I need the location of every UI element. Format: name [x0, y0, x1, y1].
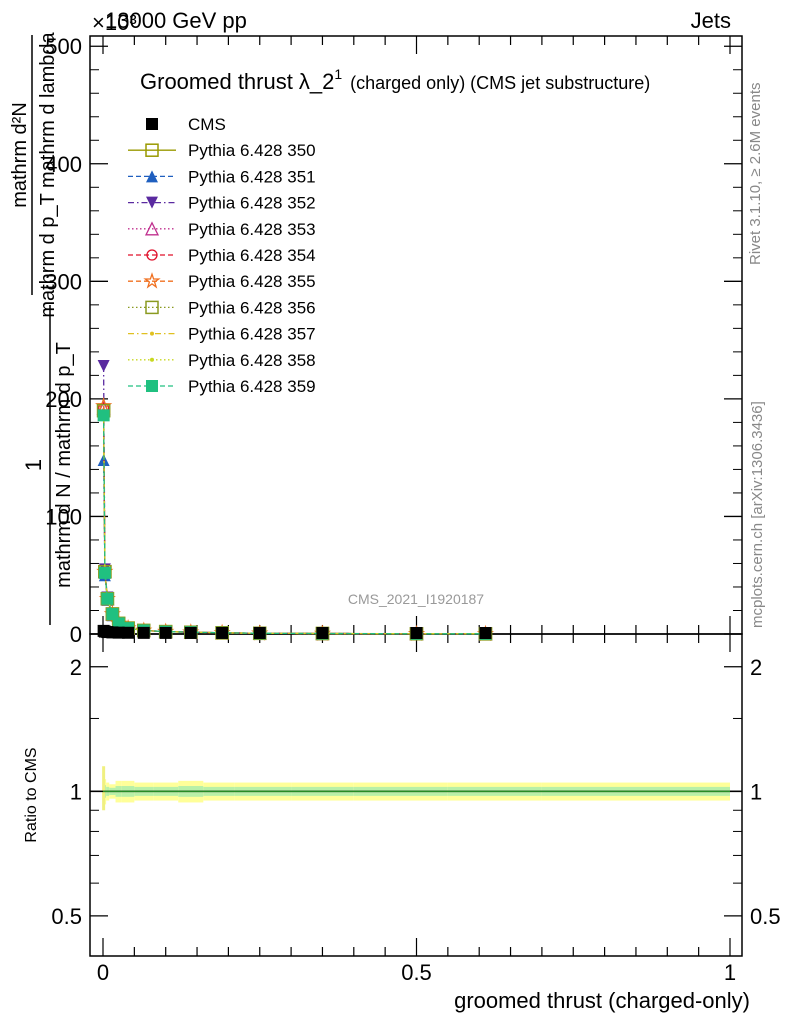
plot-title: Groomed thrust λ_21 (charged only) (CMS je…: [140, 66, 650, 94]
x-tick-label: 0.5: [401, 960, 432, 985]
legend-marker: [144, 221, 160, 236]
cms-data-point: [112, 626, 125, 639]
legend-marker: [145, 300, 159, 315]
main-ytick-label: 0: [70, 622, 82, 647]
exponent-label: ×10³: [92, 10, 137, 35]
data-point: [97, 359, 110, 372]
ratio-ytick-label: 2: [70, 655, 82, 680]
legend-label: Pythia 6.428 351: [188, 167, 316, 186]
data-point: [98, 566, 111, 579]
legend-item: Pythia 6.428 359: [128, 377, 316, 396]
legend-label: Pythia 6.428 354: [188, 246, 316, 265]
cms-data-point: [410, 626, 423, 639]
cms-data-point: [184, 626, 197, 639]
analysis-watermark: CMS_2021_I1920187: [348, 591, 484, 607]
series-layer: [95, 359, 494, 642]
main-ytick-label: 300: [45, 269, 82, 294]
legend-marker: [146, 170, 158, 183]
legend: CMS Pythia 6.428 350 Pythia 6.428 351 Pythi…: [128, 115, 316, 396]
series-line: [102, 459, 486, 635]
legend-marker: [146, 380, 158, 392]
ylabel-numerator: mathrm d²N: [9, 102, 31, 208]
legend-item: Pythia 6.428 357: [128, 325, 316, 344]
cms-data-point: [122, 626, 135, 639]
ratio-ytick-label-right: 1: [750, 779, 762, 804]
energy-label: 13000 GeV pp: [105, 8, 247, 33]
main-axis-ticks: 0 100 200 300 400 500: [45, 34, 742, 647]
ratio-band: [90, 766, 742, 811]
legend-marker: [145, 143, 159, 157]
main-ytick-label: 200: [45, 387, 82, 412]
rivet-version-label: Rivet 3.1.10, ≥ 2.6M events: [747, 83, 764, 266]
legend-label: Pythia 6.428 353: [188, 220, 316, 239]
legend-item: Pythia 6.428 355: [128, 272, 316, 291]
cms-data-point: [253, 626, 266, 639]
main-ytick-label: 500: [45, 34, 82, 59]
cms-data-point: [216, 626, 229, 639]
legend-marker: [146, 118, 158, 130]
legend-marker: [146, 249, 158, 261]
legend-label: Pythia 6.428 352: [188, 194, 316, 213]
category-label: Jets: [691, 8, 731, 33]
legend-item: Pythia 6.428 358: [128, 351, 316, 370]
main-ytick-label: 400: [45, 152, 82, 177]
ylabel-denominator: mathrm d p_T mathrm d lambda: [37, 31, 59, 317]
legend-label: Pythia 6.428 358: [188, 351, 316, 370]
main-ytick-label: 100: [45, 504, 82, 529]
legend-marker: [143, 272, 161, 289]
cms-data-point: [137, 626, 150, 639]
x-axis-label: groomed thrust (charged-only): [454, 988, 750, 1013]
cms-data-point: [159, 626, 172, 639]
ratio-ytick-label: 1: [70, 779, 82, 804]
data-point: [97, 409, 110, 422]
cms-data-point: [316, 626, 329, 639]
legend-marker: [150, 331, 154, 336]
legend-item: Pythia 6.428 350: [128, 141, 316, 160]
legend-item: Pythia 6.428 353: [128, 220, 316, 239]
ylabel-prefix-numerator: 1: [21, 459, 46, 471]
legend-item: Pythia 6.428 352: [128, 194, 316, 213]
data-point: [106, 608, 119, 621]
legend-label: Pythia 6.428 359: [188, 377, 316, 396]
mcplots-label: mcplots.cern.ch [arXiv:1306.3436]: [749, 401, 766, 628]
main-ylabel: 1 mathrm d N / mathrm d p_T mathrm d²N m…: [9, 31, 75, 625]
ratio-ytick-label: 0.5: [51, 904, 82, 929]
series-351: [97, 454, 492, 640]
ylabel-prefix-denominator: mathrm d N / mathrm d p_T: [53, 342, 75, 588]
data-point: [101, 592, 114, 605]
legend-label: CMS: [188, 115, 226, 134]
data-point: [95, 396, 113, 414]
x-tick-label: 1: [724, 960, 736, 985]
legend-item: Pythia 6.428 356: [128, 298, 316, 317]
legend-label: Pythia 6.428 357: [188, 325, 316, 344]
legend-label: Pythia 6.428 355: [188, 272, 316, 291]
series-cms: [97, 624, 492, 639]
ratio-ytick-label-right: 2: [750, 655, 762, 680]
ratio-ytick-label-right: 0.5: [750, 904, 781, 929]
cms-data-point: [479, 626, 492, 639]
x-tick-label: 0: [97, 960, 109, 985]
legend-item: Pythia 6.428 351: [128, 167, 316, 186]
legend-marker: [146, 196, 158, 209]
legend-marker: [150, 357, 154, 362]
legend-item: Pythia 6.428 354: [128, 246, 316, 265]
legend-label: Pythia 6.428 350: [188, 141, 316, 160]
legend-label: Pythia 6.428 356: [188, 298, 316, 317]
ratio-ylabel: Ratio to CMS: [23, 747, 40, 842]
ratio-axis-ticks: 0.5 0.5 1 1 2 2 0 0.5 1: [51, 634, 781, 985]
legend-item: CMS: [146, 115, 226, 134]
